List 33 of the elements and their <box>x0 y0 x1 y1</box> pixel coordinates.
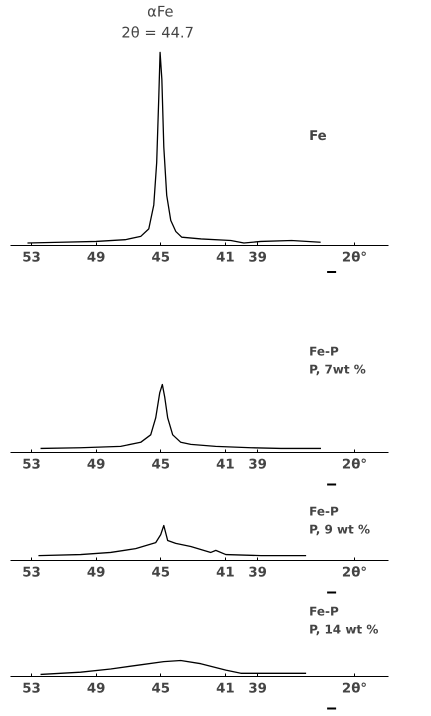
text: αFe <box>147 4 174 20</box>
x-tick-label: 49 <box>86 250 106 266</box>
chart-title: Fe-P <box>309 344 339 358</box>
chart-title: Fe-P <box>309 604 339 618</box>
x-axis-title: 2θ° <box>342 566 368 580</box>
chart-subtitle: P, 14 wt % <box>309 622 378 636</box>
x-tick-label: 53 <box>22 250 41 266</box>
x-axis-title: 2θ° <box>342 682 368 696</box>
x-tick-label: 39 <box>248 250 267 266</box>
x-tick-label: 53 <box>22 458 41 472</box>
x-axis-title: 2θ° <box>342 458 368 472</box>
chart-title: Fe-P <box>309 504 339 518</box>
x-tick-label: 41 <box>216 566 235 580</box>
x-tick-label: 41 <box>216 682 235 696</box>
x-tick-label: 45 <box>151 250 170 266</box>
x-tick-label: 53 <box>22 682 41 696</box>
x-tick-label: 39 <box>248 566 267 580</box>
x-tick-label: 49 <box>86 458 106 472</box>
x-tick-label: 49 <box>86 682 106 696</box>
x-tick-label: 45 <box>151 682 170 696</box>
x-tick-label: 45 <box>151 458 170 472</box>
x-axis-title: 2θ° <box>342 250 368 266</box>
x-tick-label: 49 <box>86 566 106 580</box>
x-tick-label: 39 <box>248 682 267 696</box>
x-tick-label: 39 <box>248 458 267 472</box>
x-tick-label: 53 <box>22 566 41 580</box>
text: 2θ = 44.7 <box>121 24 194 42</box>
x-tick-label: 41 <box>216 250 235 266</box>
text: Fe <box>309 129 327 144</box>
x-tick-label: 41 <box>216 458 235 472</box>
chart-subtitle: P, 9 wt % <box>309 522 370 536</box>
chart-subtitle: P, 7wt % <box>309 362 366 376</box>
x-tick-label: 45 <box>151 566 170 580</box>
